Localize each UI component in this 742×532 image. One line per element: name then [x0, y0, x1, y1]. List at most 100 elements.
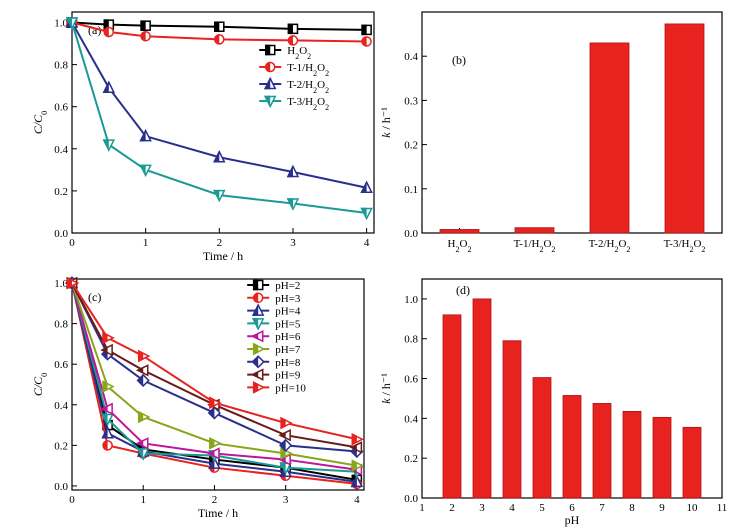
- legend-label: pH=7: [275, 344, 301, 356]
- y-tick-label: 0.2: [54, 440, 68, 452]
- chart-d: 0.0 0.2 0.4 0.6 0.8 1.0 k / h⁻¹ (d) 1 2 3 4 5 6 7 8 9 10 1…: [379, 278, 727, 527]
- x-tick-label: T-1/H2O2: [514, 238, 556, 254]
- series-3: [65, 17, 373, 221]
- bar: [472, 298, 492, 499]
- series-line: [71, 282, 358, 471]
- series-line: [71, 282, 357, 485]
- legend-label: pH=8: [275, 357, 301, 369]
- x-tick-label: 1: [140, 494, 146, 506]
- bar: [589, 42, 630, 234]
- x-tick-label: 0: [69, 494, 75, 506]
- legend-item: T-3/H2O2: [259, 95, 329, 112]
- x-tick-label: T-3/H2O2: [664, 238, 706, 254]
- series-line: [71, 21, 367, 31]
- y-tick-label: 0.4: [54, 144, 68, 156]
- y-axis-label: C/C0: [31, 373, 49, 396]
- x-tick-label: 3: [479, 502, 485, 514]
- series-line: [71, 21, 367, 43]
- x-tick-label: 2: [449, 502, 455, 514]
- x-tick-label: 1: [419, 502, 425, 514]
- series-line: [71, 282, 358, 441]
- x-tick-label: 3: [283, 494, 289, 506]
- legend-item: H2O2: [259, 44, 311, 61]
- panel-label: (c): [88, 290, 101, 304]
- bar: [502, 340, 522, 499]
- series-line: [71, 22, 367, 214]
- legend-label: pH=3: [275, 293, 301, 305]
- bar: [664, 23, 705, 234]
- series-8: [66, 276, 365, 446]
- bar: [532, 377, 552, 499]
- x-axis-label: Time / h: [203, 249, 243, 263]
- x-tick-label: 1: [143, 237, 149, 249]
- bar: [439, 229, 480, 234]
- legend-label: T-3/H2O2: [287, 96, 329, 112]
- legend-item: pH=7: [247, 342, 301, 356]
- x-tick-label: 8: [629, 502, 635, 514]
- y-tick-label: 0.3: [404, 95, 418, 107]
- legend-label: pH=10: [275, 382, 306, 394]
- y-tick-label: 0.8: [54, 60, 68, 72]
- y-tick-label: 0.4: [404, 51, 418, 63]
- x-tick-label: 9: [659, 502, 665, 514]
- bar: [592, 403, 612, 499]
- legend-item: pH=4: [247, 303, 301, 318]
- x-tick-label: 2: [212, 494, 218, 506]
- y-tick-label: 0.2: [404, 453, 418, 465]
- legend-label: H2O2: [287, 45, 311, 61]
- y-tick-label: 1.0: [54, 18, 68, 30]
- legend-label: pH=5: [275, 318, 301, 330]
- x-axis-label: Time / h: [198, 506, 238, 520]
- chart-b: 0.0 0.1 0.2 0.3 0.4 k / h⁻¹ (b) H2O2 T-1/H2O2 T-2…: [379, 11, 723, 254]
- panel-label: (b): [452, 53, 466, 67]
- x-tick-label: 10: [687, 502, 699, 514]
- plot-frame: [421, 11, 723, 234]
- chart-c: 0 1 2 3 4 0.0 0.2 0.4 0.6 0.8 1.0 Time / h C/C0 (c) pH…: [31, 275, 365, 520]
- legend-item: T-2/H2O2: [259, 76, 329, 95]
- y-tick-label: 0.4: [54, 400, 68, 412]
- y-tick-label: 0.0: [54, 228, 68, 240]
- x-tick-label: T-2/H2O2: [589, 238, 631, 254]
- y-tick-label: 0.0: [54, 481, 68, 493]
- legend-item: pH=2: [247, 279, 300, 292]
- legend-label: pH=2: [275, 280, 300, 292]
- series-line: [71, 282, 357, 473]
- y-axis-label: k / h⁻¹: [379, 107, 393, 138]
- panel-label: (d): [456, 283, 470, 297]
- x-tick-label: 4: [354, 494, 360, 506]
- x-tick-label: 2: [217, 237, 223, 249]
- legend-item: pH=3: [247, 292, 301, 305]
- y-tick-label: 0.6: [54, 359, 68, 371]
- bar: [622, 410, 642, 499]
- x-tick-label: 5: [539, 502, 545, 514]
- legend-label: pH=4: [275, 306, 301, 318]
- plot-frame: [71, 11, 375, 234]
- legend-label: pH=9: [275, 370, 301, 382]
- y-tick-label: 0.2: [404, 140, 418, 152]
- x-tick-label: 4: [364, 237, 370, 249]
- y-axis-label: k / h⁻¹: [379, 373, 393, 404]
- bar: [514, 227, 555, 234]
- bar: [652, 416, 672, 499]
- series-line: [71, 282, 358, 449]
- y-tick-label: 0.2: [54, 186, 68, 198]
- series-5: [66, 276, 365, 472]
- x-tick-label: 7: [599, 502, 605, 514]
- x-axis-label: pH: [565, 513, 580, 527]
- legend-item: pH=10: [247, 381, 306, 394]
- x-tick-label: H2O2: [448, 238, 472, 254]
- legend-item: pH=5: [247, 318, 301, 331]
- x-tick-label: 3: [290, 237, 296, 249]
- plot-frame: [71, 278, 365, 491]
- bar: [562, 395, 582, 499]
- y-tick-label: 0.6: [54, 102, 68, 114]
- x-tick-label: 0: [69, 237, 75, 249]
- legend-item: pH=9: [247, 368, 301, 382]
- bar: [442, 314, 462, 499]
- series-line: [71, 282, 358, 483]
- y-tick-label: 0.0: [404, 493, 418, 505]
- y-tick-label: 0.8: [54, 319, 68, 331]
- y-tick-label: 0.6: [404, 374, 418, 386]
